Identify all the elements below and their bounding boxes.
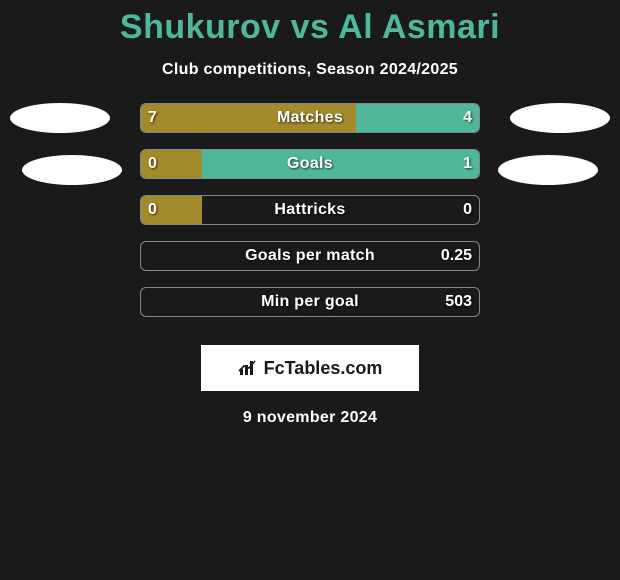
stat-row: Hattricks00: [0, 195, 620, 241]
chart-icon: [238, 359, 260, 377]
stat-row: Matches74: [0, 103, 620, 149]
logo-label: FcTables.com: [264, 358, 383, 379]
stat-bar-left-fill: [141, 196, 202, 224]
stat-bar-track: [140, 149, 480, 179]
comparison-date: 9 november 2024: [0, 409, 620, 427]
comparison-title: Shukurov vs Al Asmari: [0, 0, 620, 47]
stat-bar-track: [140, 287, 480, 317]
stat-bar-track: [140, 103, 480, 133]
stats-area: Matches74Goals01Hattricks00Goals per mat…: [0, 103, 620, 333]
logo-text: FcTables.com: [238, 358, 383, 379]
stat-bar-track: [140, 195, 480, 225]
stat-bar-track: [140, 241, 480, 271]
stat-bar-left-fill: [141, 104, 356, 132]
fctables-logo[interactable]: FcTables.com: [201, 345, 419, 391]
stat-bar-right-fill: [356, 104, 479, 132]
stat-bar-left-fill: [141, 150, 202, 178]
stat-row: Goals01: [0, 149, 620, 195]
stat-row: Min per goal503: [0, 287, 620, 333]
comparison-subtitle: Club competitions, Season 2024/2025: [0, 61, 620, 79]
stat-bar-right-fill: [202, 150, 479, 178]
stat-row: Goals per match0.25: [0, 241, 620, 287]
